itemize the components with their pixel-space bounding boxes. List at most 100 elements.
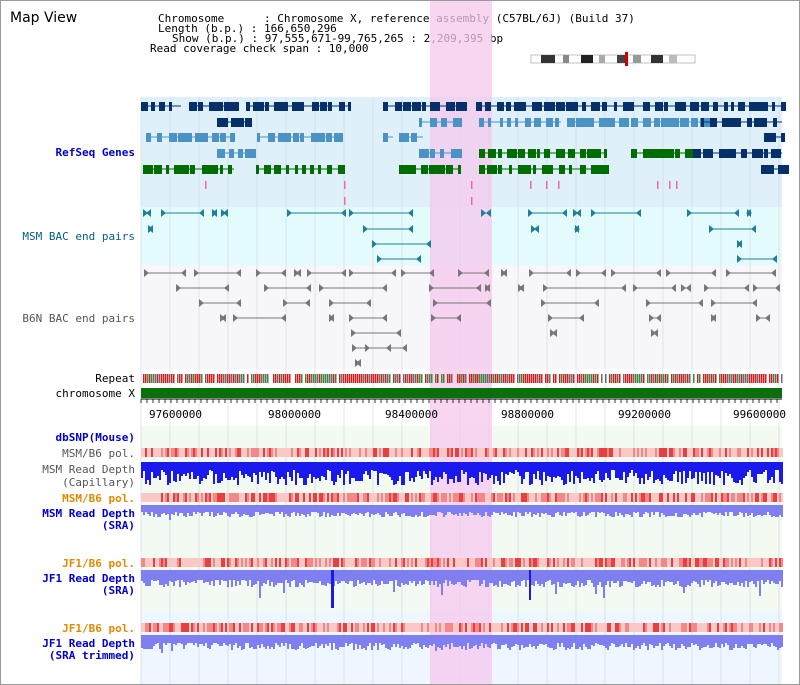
track-label-jf1-pol-1[interactable]: JF1/B6 pol.	[62, 557, 135, 570]
read-depth-bar	[591, 462, 593, 478]
polymorphism-mark	[495, 558, 497, 567]
track-label-chromosome[interactable]: chromosome X	[55, 387, 135, 400]
gene-exon	[257, 133, 260, 142]
track-label-msm-bac[interactable]: MSM BAC end pairs	[22, 230, 135, 243]
polymorphism-mark	[609, 623, 611, 632]
repeat-feature	[189, 374, 191, 383]
read-depth-bar	[427, 635, 429, 648]
repeat-feature	[261, 374, 263, 383]
read-depth-bar	[477, 635, 479, 649]
read-depth-bar	[287, 635, 289, 649]
polymorphism-mark	[763, 558, 765, 567]
polymorphism-mark	[777, 623, 779, 632]
chromosome-ideogram[interactable]	[529, 52, 699, 66]
polymorphism-mark	[461, 493, 463, 502]
polymorphism-mark	[675, 493, 677, 502]
polymorphism-mark	[279, 448, 281, 457]
read-depth-bar	[237, 462, 239, 485]
track-label-b6n-bac[interactable]: B6N BAC end pairs	[22, 312, 135, 325]
polymorphism-mark	[305, 558, 307, 567]
read-depth-bar	[309, 570, 311, 582]
polymorphism-mark	[271, 623, 273, 632]
polymorphism-mark	[481, 623, 483, 632]
track-label-msm-pol-1[interactable]: MSM/B6 pol.	[62, 447, 135, 460]
gene-exon	[515, 118, 518, 127]
read-depth-bar	[339, 635, 341, 647]
read-depth-bar	[495, 462, 497, 476]
track-label-msm-depth-cap[interactable]: MSM Read Depth	[42, 463, 135, 476]
polymorphism-mark	[261, 493, 263, 502]
read-depth-bar	[483, 635, 485, 648]
polymorphism-mark	[201, 623, 203, 632]
read-depth-bar	[749, 570, 751, 582]
read-depth-bar	[779, 505, 781, 515]
track-label-msm-depth-sra[interactable]: MSM Read Depth	[42, 507, 135, 520]
bac-end-marker	[486, 299, 491, 307]
repeat-feature	[225, 374, 227, 383]
gene-exon	[667, 149, 674, 158]
read-depth-bar	[771, 635, 773, 643]
read-depth-bar	[147, 570, 149, 586]
gene-exon	[441, 118, 447, 127]
read-depth-bar	[623, 570, 625, 581]
read-depth-bar	[255, 462, 257, 475]
polymorphism-mark	[781, 558, 783, 567]
read-depth-bar	[245, 635, 247, 643]
bac-end-marker	[236, 269, 241, 277]
bac-end-marker	[756, 314, 761, 322]
polymorphism-mark	[153, 448, 155, 457]
read-depth-bar	[685, 570, 687, 587]
polymorphism-mark	[275, 623, 277, 632]
polymorphism-mark	[259, 623, 261, 632]
repeat-feature	[369, 374, 371, 383]
read-depth-bar	[263, 570, 265, 583]
read-depth-bar	[275, 635, 277, 643]
polymorphism-mark	[227, 623, 229, 632]
polymorphism-mark	[463, 493, 465, 502]
polymorphism-mark	[537, 558, 539, 567]
bac-end-marker	[408, 209, 413, 217]
read-depth-bar	[423, 505, 425, 517]
track-label-msm-pol-2[interactable]: MSM/B6 pol.	[62, 492, 135, 505]
track-label-repeat[interactable]: Repeat	[95, 372, 135, 385]
polymorphism-mark	[767, 493, 769, 502]
read-depth-bar	[205, 635, 207, 643]
read-depth-bar	[745, 570, 747, 581]
polymorphism-mark	[621, 448, 623, 457]
polymorphism-mark	[285, 493, 287, 502]
track-label-dbsnp[interactable]: dbSNP(Mouse)	[55, 431, 135, 444]
polymorphism-mark	[431, 448, 433, 457]
read-depth-bar	[675, 462, 677, 471]
polymorphism-mark	[521, 448, 523, 457]
polymorphism-mark	[157, 448, 159, 457]
read-depth-bar	[511, 462, 513, 473]
polymorphism-mark	[715, 448, 717, 457]
track-label-refseq[interactable]: RefSeq Genes	[55, 146, 135, 159]
read-depth-bar	[151, 505, 153, 512]
read-depth-bar	[533, 570, 535, 586]
read-depth-bar	[723, 505, 725, 516]
track-label-jf1-pol-2[interactable]: JF1/B6 pol.	[62, 622, 135, 635]
polymorphism-mark	[427, 558, 429, 567]
read-depth-bar	[525, 570, 527, 587]
read-depth-bar	[541, 635, 543, 644]
read-depth-bar	[227, 570, 229, 587]
read-depth-bar	[231, 635, 233, 650]
polymorphism-mark	[657, 623, 659, 632]
polymorphism-mark	[153, 493, 155, 502]
polymorphism-mark	[391, 623, 393, 632]
read-depth-bar	[475, 462, 477, 483]
polymorphism-mark	[705, 448, 707, 457]
polymorphism-mark	[717, 623, 719, 632]
polymorphism-mark	[537, 493, 539, 502]
read-depth-bar	[537, 570, 539, 584]
track-label-jf1-depth[interactable]: JF1 Read Depth	[42, 572, 135, 585]
read-depth-bar	[319, 505, 321, 517]
polymorphism-mark	[477, 558, 479, 567]
gene-exon	[729, 118, 738, 127]
polymorphism-mark	[695, 558, 697, 567]
read-depth-bar	[257, 505, 259, 512]
track-label-jf1-trimmed[interactable]: JF1 Read Depth	[42, 637, 135, 650]
read-depth-bar	[369, 505, 371, 517]
